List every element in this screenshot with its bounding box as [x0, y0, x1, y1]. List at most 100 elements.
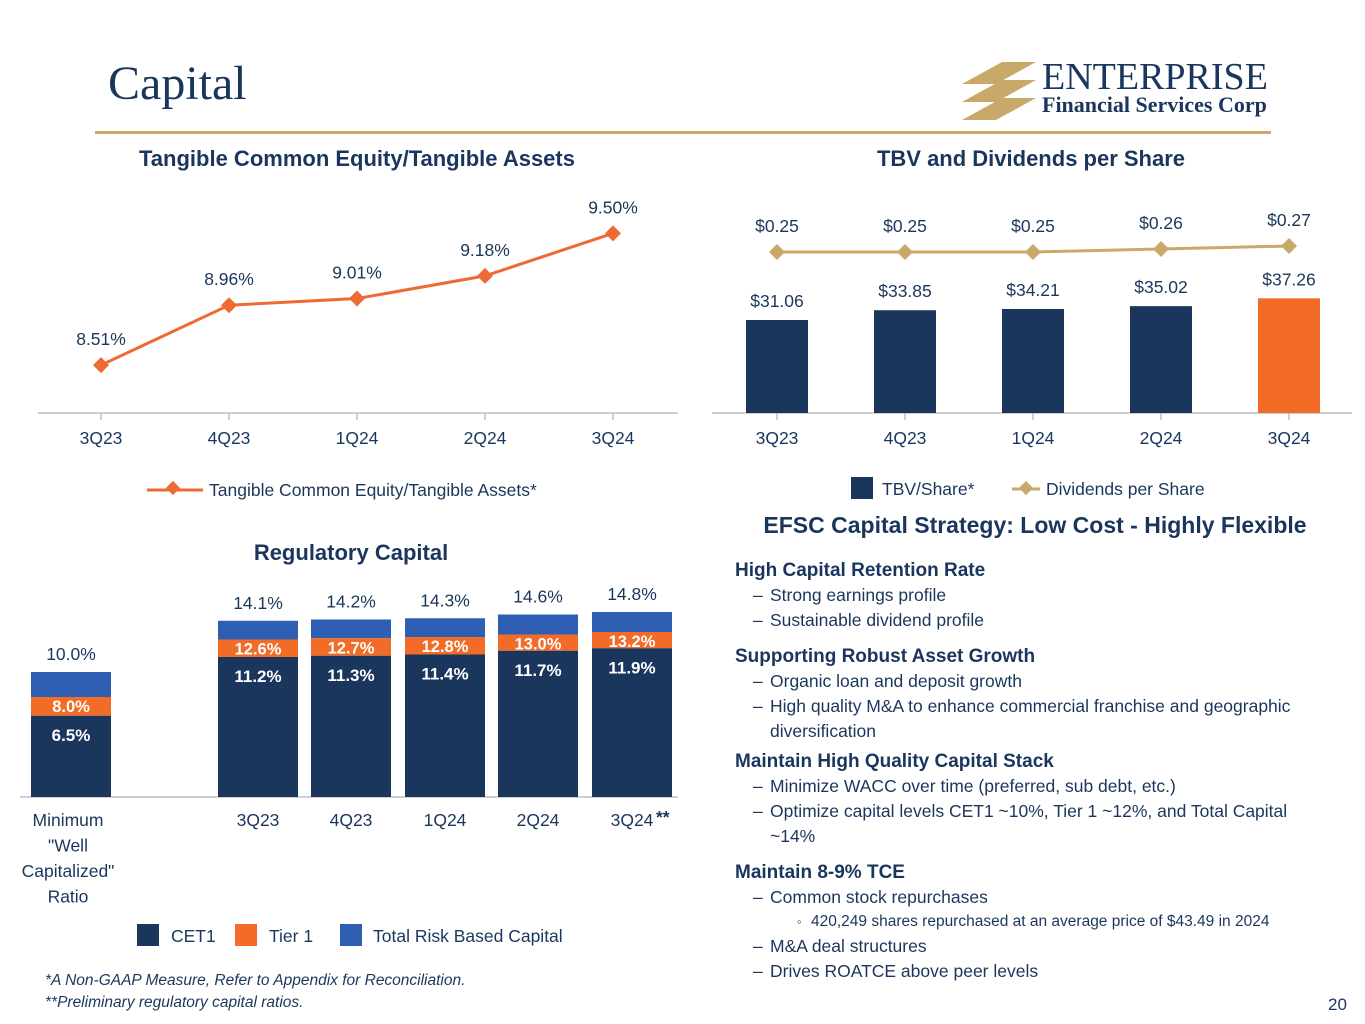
total-capital-label: 14.8%	[607, 584, 657, 604]
dividend-data-point	[769, 244, 785, 260]
tbv-bar	[1002, 308, 1064, 413]
tbv-dividends-chart: TBV and Dividends per Share $31.06 $33.85…	[712, 146, 1352, 499]
tce-data-label: 8.51%	[76, 329, 126, 349]
x-tick-label: 3Q23	[80, 428, 123, 448]
cet1-segment	[498, 650, 578, 797]
dividend-data-point	[897, 244, 913, 260]
tce-data-label: 8.96%	[204, 269, 254, 289]
tier1-segment	[31, 697, 111, 716]
legend-label: Tangible Common Equity/Tangible Assets*	[209, 480, 537, 500]
legend-swatch-tier1	[235, 924, 257, 946]
logo-subtitle: Financial Services Corp	[1042, 92, 1267, 117]
dividend-data-point	[1281, 238, 1297, 254]
page-title: Capital	[108, 57, 247, 110]
bullet: M&A deal structures	[753, 934, 1355, 959]
chart-title: TBV and Dividends per Share	[877, 146, 1185, 171]
tbv-data-label: $37.26	[1262, 269, 1316, 289]
cet1-segment	[592, 648, 672, 797]
page-number: 20	[1328, 995, 1347, 1014]
strategy-section: Maintain 8-9% TCE Common stock repurchas…	[735, 861, 1355, 984]
x-tick-label: 4Q23	[208, 428, 251, 448]
section-title: Supporting Robust Asset Growth	[735, 646, 1036, 667]
total-capital-segment	[498, 614, 578, 635]
tier1-label: 13.0%	[515, 636, 562, 654]
x-tick-label: 1Q24	[1012, 428, 1055, 448]
section-title: Maintain 8-9% TCE	[735, 862, 905, 883]
tce-data-label: 9.01%	[332, 263, 382, 283]
total-capital-label: 14.6%	[513, 587, 563, 607]
cet1-label: 11.7%	[514, 661, 561, 680]
legend-swatch-cet1	[137, 924, 159, 946]
tce-data-point	[221, 297, 237, 314]
tier1-label: 12.7%	[328, 639, 375, 657]
tbv-data-label: $34.21	[1006, 280, 1060, 300]
x-tick-label: 2Q24	[1140, 428, 1183, 448]
tbv-data-label: $31.06	[750, 291, 804, 311]
cet1-segment	[311, 655, 391, 797]
footnote-non-gaap: *A Non-GAAP Measure, Refer to Appendix f…	[45, 972, 466, 989]
tier1-label: 13.2%	[609, 633, 656, 651]
preliminary-note-marker: **	[656, 807, 670, 827]
bullet: High quality M&A to enhance commercial f…	[753, 694, 1355, 744]
capital-strategy-panel: EFSC Capital Strategy: Low Cost - Highly…	[735, 512, 1355, 990]
logo-name: ENTERPRISE	[1042, 56, 1268, 98]
legend-diamond-marker	[1018, 480, 1034, 496]
legend-label-tier1: Tier 1	[269, 926, 313, 946]
strategy-title: EFSC Capital Strategy: Low Cost - Highly…	[763, 512, 1307, 538]
chart-title: Regulatory Capital	[254, 540, 448, 565]
title-divider	[95, 131, 1271, 134]
cet1-segment	[405, 654, 485, 797]
total-capital-segment	[31, 672, 111, 697]
x-tick-label: 3Q23	[756, 428, 799, 448]
tbv-bar	[1130, 306, 1192, 413]
legend-swatch-tbv	[851, 477, 873, 499]
tce-data-label: 9.18%	[460, 240, 510, 260]
strategy-section: Supporting Robust Asset Growth Organic l…	[735, 645, 1355, 744]
tier1-segment	[311, 638, 391, 656]
x-tick-label: 2Q24	[464, 428, 507, 448]
tier1-segment	[218, 639, 298, 657]
tbv-bar	[874, 310, 936, 413]
tce-data-point	[477, 267, 493, 284]
total-capital-segment	[218, 620, 298, 640]
tce-data-point	[349, 290, 365, 307]
total-capital-label: 14.1%	[233, 593, 283, 613]
tier1-segment	[405, 637, 485, 655]
legend: Tangible Common Equity/Tangible Assets*	[147, 480, 537, 500]
dividend-data-label: $0.25	[755, 216, 799, 236]
legend: CET1 Tier 1 Total Risk Based Capital	[137, 924, 563, 946]
tier1-segment	[592, 632, 672, 649]
tier1-label: 8.0%	[52, 698, 90, 716]
x-tick-label: 3Q24	[1268, 428, 1311, 448]
tbv-bar	[1258, 298, 1320, 413]
regulatory-capital-chart: Regulatory Capital 10.0% 8.0% 6.5% 14.1% 12.…	[20, 540, 678, 946]
tce-data-point	[605, 225, 621, 242]
cet1-label: 11.9%	[608, 658, 655, 677]
cet1-segment	[218, 657, 298, 797]
section-title: Maintain High Quality Capital Stack	[735, 751, 1054, 772]
cet1-label: 6.5%	[52, 726, 91, 745]
bullet: Optimize capital levels CET1 ~10%, Tier …	[753, 799, 1335, 849]
dividend-data-point	[1025, 244, 1041, 260]
total-capital-segment	[405, 618, 485, 637]
tbv-bar	[746, 320, 808, 413]
total-capital-segment	[592, 612, 672, 632]
x-tick-label: 3Q24	[592, 428, 635, 448]
x-tick-label: 3Q23	[237, 810, 280, 830]
x-tick-label: 2Q24	[517, 810, 560, 830]
cet1-label: 11.2%	[234, 667, 281, 686]
bullet: Strong earnings profile	[753, 583, 1355, 608]
bullet: Organic loan and deposit growth	[753, 669, 1355, 694]
dividend-data-label: $0.27	[1267, 210, 1311, 230]
tce-data-point	[93, 357, 109, 374]
strategy-section: Maintain High Quality Capital Stack Mini…	[735, 750, 1355, 849]
bullet: Minimize WACC over time (preferred, sub …	[753, 774, 1355, 799]
dividend-data-label: $0.25	[1011, 216, 1055, 236]
bullet: Common stock repurchases	[753, 885, 1355, 910]
dividend-data-point	[1153, 241, 1169, 257]
x-tick-label: 3Q24	[611, 810, 654, 830]
dividend-data-label: $0.26	[1139, 213, 1183, 233]
total-capital-label: 14.3%	[420, 590, 470, 610]
total-capital-label: 10.0%	[46, 644, 96, 664]
sub-bullet: 420,249 shares repurchased at an average…	[797, 910, 1355, 934]
